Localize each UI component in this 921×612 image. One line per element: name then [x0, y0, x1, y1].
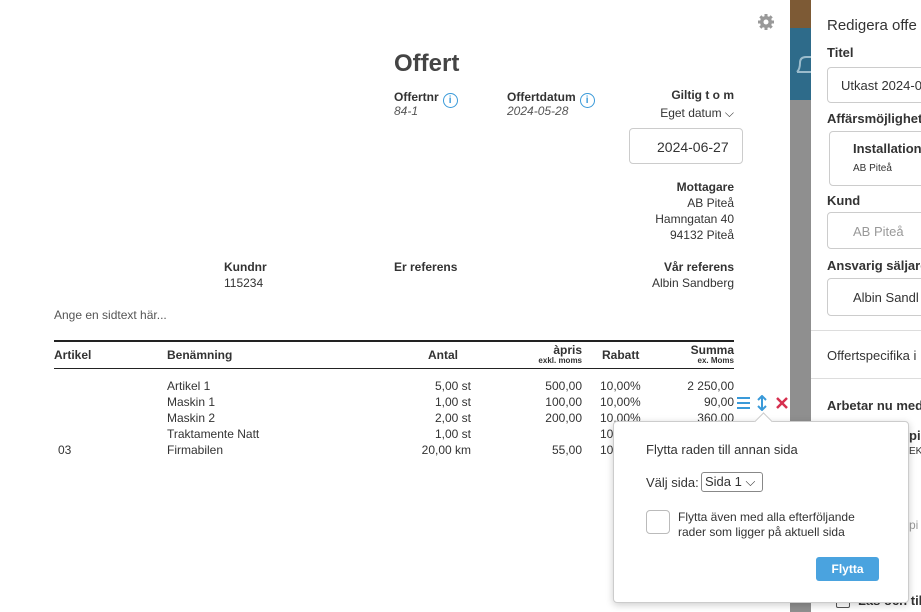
page-select[interactable]: Sida 1 ⌵	[701, 472, 763, 492]
value: Eget datum	[660, 106, 722, 120]
value: Installation	[853, 141, 921, 156]
rule	[54, 340, 734, 342]
label: Välj sida:	[646, 475, 699, 490]
delete-icon[interactable]	[776, 397, 788, 409]
value: 84-1	[394, 104, 419, 118]
value: Utkast 2024-0	[841, 78, 921, 93]
divider	[811, 378, 921, 379]
fragment: pi	[909, 518, 919, 532]
cell-qty: 2,00 st	[434, 411, 471, 425]
column-header: Artikel	[54, 348, 92, 362]
label: Arbetar nu med	[827, 398, 921, 413]
address-line: 94132 Piteå	[669, 228, 734, 242]
cell-discount: 10,00%	[600, 379, 641, 393]
text-input[interactable]: Utkast 2024-0	[827, 67, 921, 103]
section[interactable]: Offertspecifika i	[827, 348, 917, 363]
column-header: Benämning	[167, 348, 233, 362]
cell-qty: 1,00 st	[434, 395, 471, 409]
value: Albin Sandberg	[651, 276, 734, 290]
cell-qty: 1,00 st	[434, 427, 471, 441]
value: Albin Sandl	[853, 290, 919, 305]
cell-discount: 10	[600, 443, 614, 457]
popup-title: Flytta raden till annan sida	[646, 442, 798, 457]
label: Titel	[827, 45, 854, 60]
panel-title: Redigera offe	[827, 17, 917, 34]
cell-name: Maskin 1	[167, 395, 216, 409]
cell-price: 55,00	[551, 443, 582, 457]
row-actions	[737, 395, 788, 411]
overlay-header	[790, 0, 811, 28]
value: 2024-05-28	[507, 104, 569, 118]
column-note: ex. Moms	[697, 356, 734, 365]
move-button[interactable]: Flytta	[816, 557, 879, 581]
fragment: EK	[909, 446, 921, 457]
text-input[interactable]: AB Piteå	[827, 212, 921, 249]
value: 115234	[224, 276, 264, 290]
move-popup: Flytta raden till annan sida Välj sida: …	[613, 412, 909, 603]
column-header: àpris	[553, 343, 582, 357]
label: Mottagare	[676, 180, 734, 194]
cell-name: Artikel 1	[167, 379, 211, 393]
cell-qty: 20,00 km	[421, 443, 471, 457]
address-line: Hamngatan 40	[655, 212, 734, 226]
label: Er referens	[394, 260, 458, 274]
cell-name: Traktamente Natt	[167, 427, 260, 441]
move-icon[interactable]	[757, 395, 767, 411]
text-input[interactable]: Albin Sandl	[827, 278, 921, 316]
cell-discount: 10,00%	[600, 395, 641, 409]
page-text[interactable]: Ange en sidtext här...	[54, 308, 167, 322]
cell-price: 200,00	[545, 411, 582, 425]
value: 2024-06-27	[657, 139, 729, 155]
cell-name: Firmabilen	[167, 443, 224, 457]
rule	[54, 368, 734, 369]
label: Kund	[827, 193, 861, 208]
popup-arrow	[754, 412, 773, 431]
label: Vår referens	[663, 260, 734, 274]
info-icon[interactable]: i	[579, 93, 595, 108]
cell-discount: 10	[600, 427, 614, 441]
checkbox[interactable]	[646, 510, 670, 534]
label: Offertdatum i	[507, 90, 595, 108]
date-input[interactable]: 2024-06-27	[629, 128, 743, 164]
cell-sum: 90,00	[703, 395, 734, 409]
label: Offertnr	[394, 90, 439, 104]
opportunity-card[interactable]: Installation AB Piteå	[829, 131, 921, 186]
label: Kundnr	[224, 260, 267, 274]
menu-icon[interactable]	[737, 397, 750, 409]
column-header: Antal	[428, 348, 458, 362]
label: Affärsmöjlighet	[827, 111, 921, 126]
label: Offertnr i	[394, 90, 458, 108]
dropdown[interactable]: Eget datum ⌵	[660, 106, 734, 120]
bell-icon	[796, 56, 811, 73]
value: AB Piteå	[853, 163, 892, 174]
cell-name: Maskin 2	[167, 411, 216, 425]
label: Ansvarig säljare	[827, 258, 921, 273]
fragment: pi	[909, 428, 921, 443]
cell-price: 100,00	[545, 395, 582, 409]
column-header: Summa	[690, 343, 734, 357]
label: Giltig t o m	[671, 88, 734, 102]
info-icon[interactable]: i	[442, 93, 458, 108]
address-line: AB Piteå	[687, 196, 734, 210]
cell-sum: 2 250,00	[687, 379, 734, 393]
column-header: Rabatt	[602, 348, 640, 362]
label: Offertdatum	[507, 90, 576, 104]
column-note: exkl. moms	[538, 356, 582, 365]
settings-icon[interactable]	[757, 13, 775, 31]
cell-article: 03	[58, 443, 72, 457]
value: AB Piteå	[853, 224, 904, 239]
cell-qty: 5,00 st	[434, 379, 471, 393]
divider	[811, 330, 921, 331]
value: Sida 1	[705, 474, 742, 489]
checkbox-label: Flytta även med alla efterföljande rader…	[678, 510, 855, 539]
doc-title: Offert	[394, 50, 460, 77]
cell-price: 500,00	[545, 379, 582, 393]
